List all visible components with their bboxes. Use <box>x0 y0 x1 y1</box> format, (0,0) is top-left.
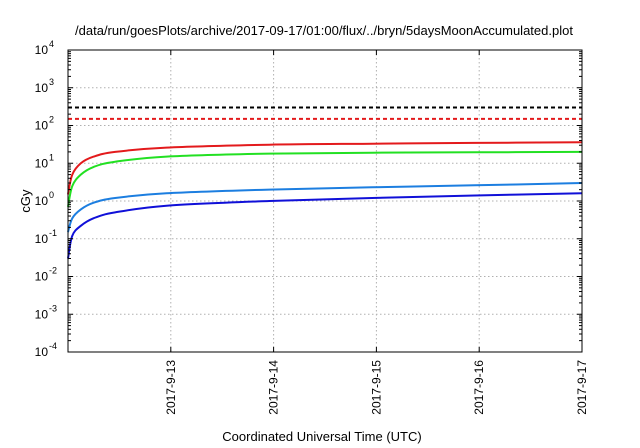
x-tick-label: 2017-9-17 <box>575 360 589 415</box>
y-tick-exponent: -3 <box>49 303 57 313</box>
x-axis-ticks: 2017-9-13 2017-9-14 2017-9-15 2017-9-16 2017… <box>164 50 589 415</box>
y-tick-exponent: 3 <box>49 77 54 87</box>
y-tick-label: 10 <box>35 43 49 57</box>
x-tick-label: 2017-9-14 <box>267 360 281 415</box>
y-tick-label: 10 <box>35 345 49 359</box>
x-tick-label: 2017-9-13 <box>164 360 178 415</box>
y-tick-label: 10 <box>35 232 49 246</box>
y-tick-exponent: -4 <box>49 341 57 351</box>
y-tick-label: 10 <box>35 81 49 95</box>
series-line <box>67 192 583 259</box>
series-line <box>67 182 583 233</box>
y-tick-exponent: 2 <box>49 115 54 125</box>
series-line <box>67 150 583 208</box>
y-tick-exponent: 4 <box>49 39 54 49</box>
x-axis-label: Coordinated Universal Time (UTC) <box>222 429 421 444</box>
grid <box>68 50 582 352</box>
chart-title: /data/run/goesPlots/archive/2017-09-17/0… <box>75 23 573 38</box>
y-tick-exponent: -2 <box>49 266 57 276</box>
y-tick-label: 10 <box>35 119 49 133</box>
y-tick-label: 10 <box>35 270 49 284</box>
y-tick-exponent: -1 <box>49 228 57 238</box>
y-axis-label: cGy <box>18 189 33 213</box>
x-tick-label: 2017-9-16 <box>472 360 486 415</box>
y-tick-label: 10 <box>35 156 49 170</box>
x-tick-label: 2017-9-15 <box>369 360 383 415</box>
series-line <box>67 141 583 195</box>
y-tick-exponent: 0 <box>49 190 54 200</box>
y-tick-label: 10 <box>35 307 49 321</box>
y-tick-label: 10 <box>35 194 49 208</box>
y-tick-exponent: 1 <box>49 152 54 162</box>
plot-area <box>67 106 583 259</box>
